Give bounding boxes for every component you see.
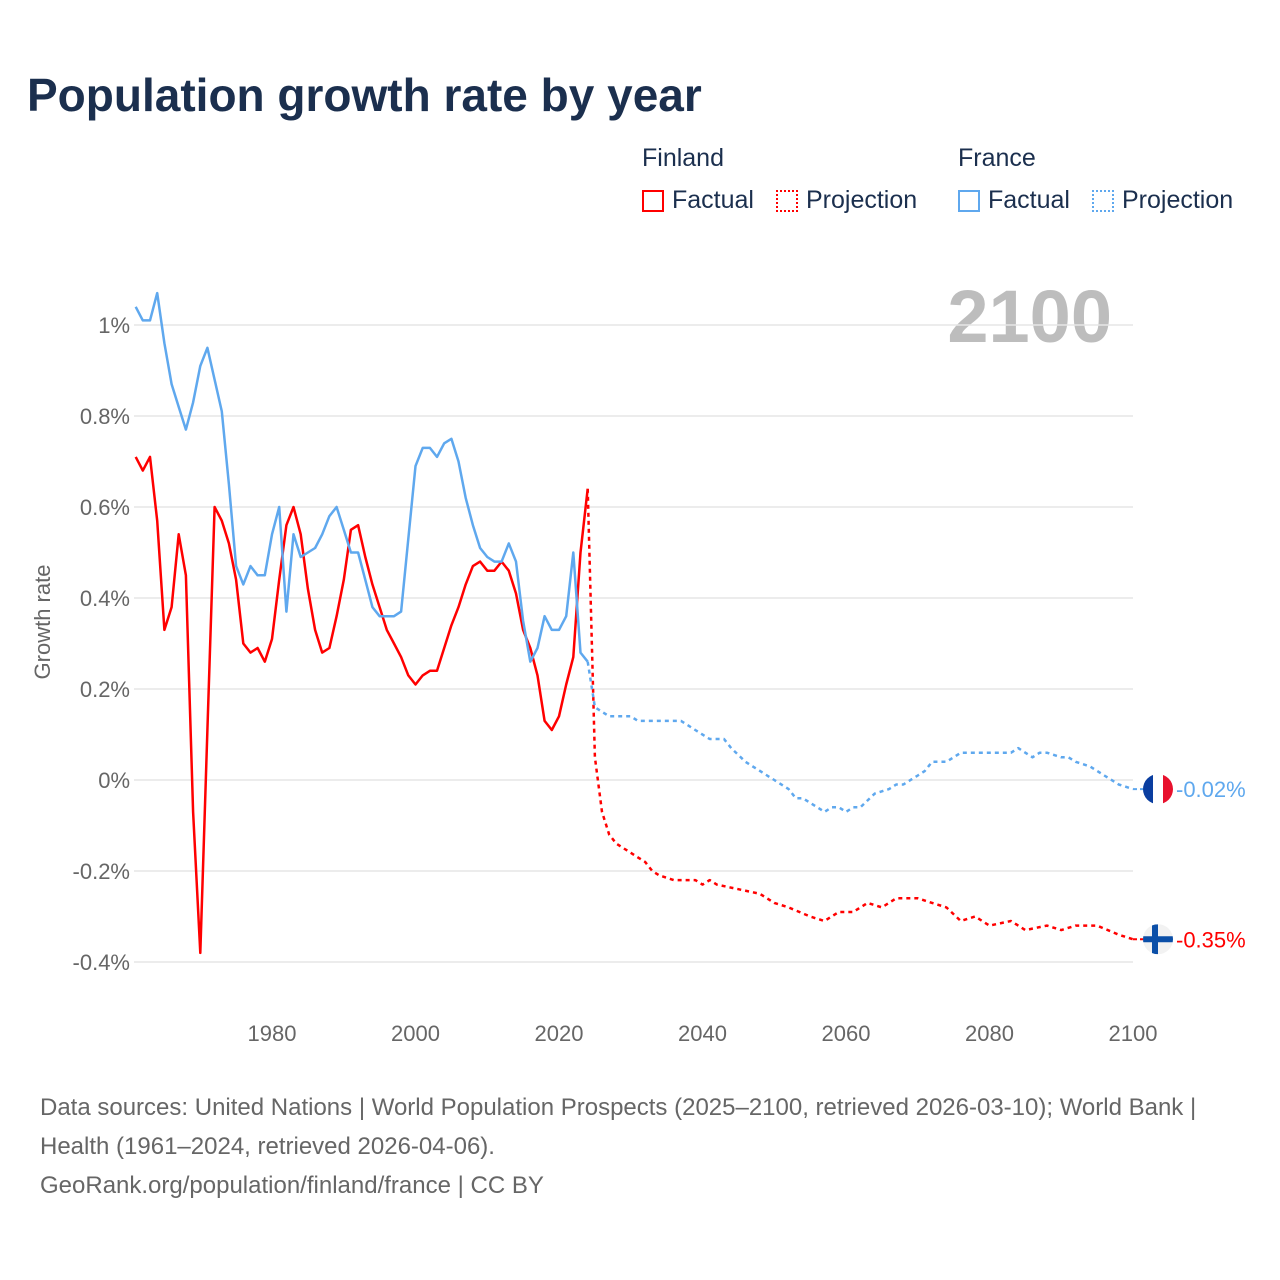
flag-stripe — [1153, 774, 1163, 805]
chart-title: Population growth rate by year — [27, 69, 702, 121]
x-tick-label: 1980 — [248, 1021, 297, 1046]
data-sources: Data sources: United Nations | World Pop… — [40, 1094, 1197, 1160]
legend-france-factual[interactable]: Factual — [958, 186, 1070, 215]
legend-swatch-dotted — [776, 189, 798, 212]
legend-label: Projection — [806, 186, 918, 214]
legend-group-france: France — [958, 144, 1036, 172]
y-tick-label: 1% — [98, 313, 130, 338]
x-tick-label: 2020 — [535, 1021, 584, 1046]
finland-flag-icon — [1143, 924, 1173, 955]
legend-label: Factual — [988, 186, 1070, 214]
series-line-finland-projection — [586, 488, 1134, 941]
legend-group-finland: Finland — [642, 144, 724, 172]
y-tick-label: 0.4% — [80, 586, 130, 611]
legend-swatch-solid — [642, 189, 664, 212]
x-tick-label: 2060 — [822, 1021, 871, 1046]
x-tick-label: 2040 — [678, 1021, 727, 1046]
legend-swatch-solid — [958, 189, 980, 212]
legend-finland-factual[interactable]: Factual — [642, 186, 754, 215]
legend-france-projection[interactable]: Projection — [1092, 186, 1233, 215]
line-chart: 2100 -0.4% -0.2% 0% 0.2% 0.4% 0.6% 0.8% 1% 1980 20… — [30, 275, 1246, 1046]
current-year-label: 2100 — [947, 275, 1112, 358]
legend-swatch-dotted — [1092, 189, 1114, 212]
x-tick-label: 2080 — [965, 1021, 1014, 1046]
legend-label: Factual — [672, 186, 754, 214]
y-axis-label: Growth rate — [30, 565, 55, 680]
x-tick-label: 2000 — [391, 1021, 440, 1046]
credit-link[interactable]: GeoRank.org/population/finland/france | … — [40, 1172, 544, 1199]
legend-finland-projection[interactable]: Projection — [776, 186, 917, 215]
x-tick-label: 2100 — [1109, 1021, 1158, 1046]
end-value-label: -0.02% — [1176, 777, 1246, 802]
flag-stripe — [1143, 774, 1153, 805]
y-tick-label: 0.6% — [80, 495, 130, 520]
y-tick-label: 0% — [98, 768, 130, 793]
legend-label: Projection — [1122, 186, 1234, 214]
footer: Data sources: United Nations | World Pop… — [40, 1088, 1240, 1205]
end-value-label: -0.35% — [1176, 927, 1246, 952]
france-flag-icon — [1143, 774, 1173, 805]
y-tick-label: 0.2% — [80, 677, 130, 702]
y-tick-label: -0.2% — [73, 859, 130, 884]
series-line-france-factual — [134, 291, 589, 663]
flag-stripe — [1163, 774, 1173, 805]
flag-cross — [1152, 924, 1158, 955]
series-line-finland-factual — [134, 455, 589, 955]
flag-body — [1143, 924, 1173, 955]
flag-body — [1143, 774, 1173, 805]
y-tick-label: 0.8% — [80, 404, 130, 429]
y-tick-label: -0.4% — [73, 950, 130, 975]
series-line-france-projection — [586, 661, 1134, 814]
